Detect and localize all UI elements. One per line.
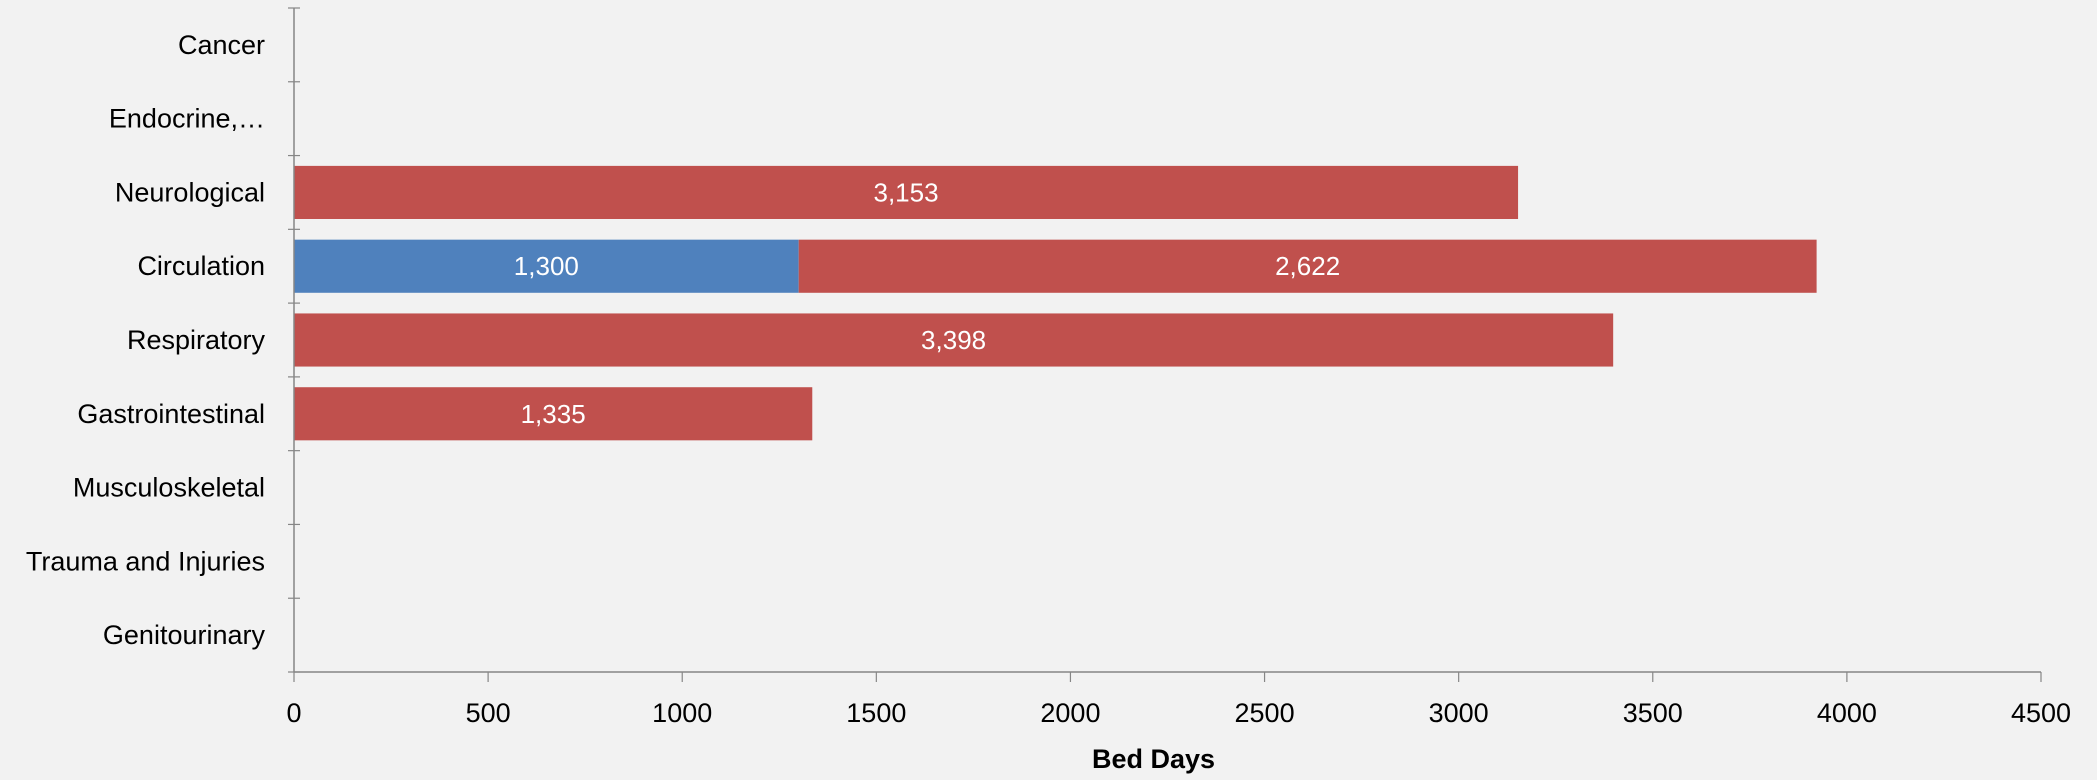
data-label-gastrointestinal-series-2: 1,335: [521, 399, 586, 429]
x-tick-label-3000: 3000: [1429, 698, 1489, 728]
bar-neurological-series-2: [294, 165, 1519, 220]
x-tick-label-4500: 4500: [2011, 698, 2071, 728]
x-tick-label-2500: 2500: [1235, 698, 1295, 728]
x-tick-label-1500: 1500: [846, 698, 906, 728]
data-label-neurological-series-2: 3,153: [873, 177, 938, 207]
category-label-cancer: Cancer: [178, 30, 265, 60]
category-label-trauma-and-injuries: Trauma and Injuries: [26, 546, 265, 576]
data-label-circulation-series-2: 2,622: [1275, 251, 1340, 281]
x-tick-label-0: 0: [286, 698, 301, 728]
category-label-endocrine: Endocrine,…: [109, 104, 265, 134]
x-tick-label-1000: 1000: [652, 698, 712, 728]
category-label-circulation: Circulation: [137, 251, 265, 281]
category-label-respiratory: Respiratory: [127, 325, 266, 355]
category-label-genitourinary: Genitourinary: [103, 620, 266, 650]
bar-gastrointestinal-series-2: [294, 387, 813, 441]
x-tick-label-2000: 2000: [1040, 698, 1100, 728]
x-tick-label-500: 500: [466, 698, 511, 728]
x-axis-title: Bed Days: [1092, 744, 1215, 774]
data-label-circulation-series-1: 1,300: [514, 251, 579, 281]
bar-circulation-series-2: [798, 239, 1817, 293]
category-label-gastrointestinal: Gastrointestinal: [77, 399, 265, 429]
category-label-neurological: Neurological: [115, 177, 265, 207]
x-tick-label-4000: 4000: [1817, 698, 1877, 728]
bar-respiratory-series-2: [294, 313, 1614, 367]
category-label-musculoskeletal: Musculoskeletal: [73, 473, 265, 503]
bar-circulation-series-1: [294, 239, 799, 293]
x-tick-label-3500: 3500: [1623, 698, 1683, 728]
data-label-respiratory-series-2: 3,398: [921, 325, 986, 355]
